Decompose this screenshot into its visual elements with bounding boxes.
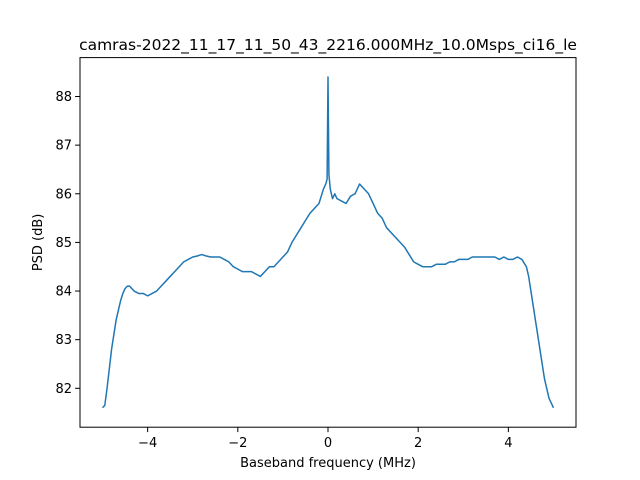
y-tick-label: 87 [55,139,72,154]
y-tick-label: 88 [55,90,72,105]
y-axis-ticks: 82 83 84 85 86 87 88 [55,90,80,397]
y-tick-label: 82 [55,382,72,397]
x-tick-label: 0 [324,436,332,451]
x-tick-label: 4 [504,436,512,451]
y-tick-label: 84 [55,285,72,300]
x-tick-label: −4 [138,436,157,451]
x-tick-label: −2 [228,436,247,451]
y-tick-label: 86 [55,187,72,202]
chart-title: camras-2022_11_17_11_50_43_2216.000MHz_1… [79,36,577,55]
series-layer [101,76,555,409]
y-tick-label: 85 [55,236,72,251]
y-tick-label: 83 [55,333,72,348]
y-axis-label: PSD (dB) [31,214,46,272]
x-axis-label: Baseband frequency (MHz) [240,456,416,471]
x-axis-ticks: −4 −2 0 2 4 [138,427,513,451]
psd-series-line [101,76,555,409]
x-tick-label: 2 [414,436,422,451]
